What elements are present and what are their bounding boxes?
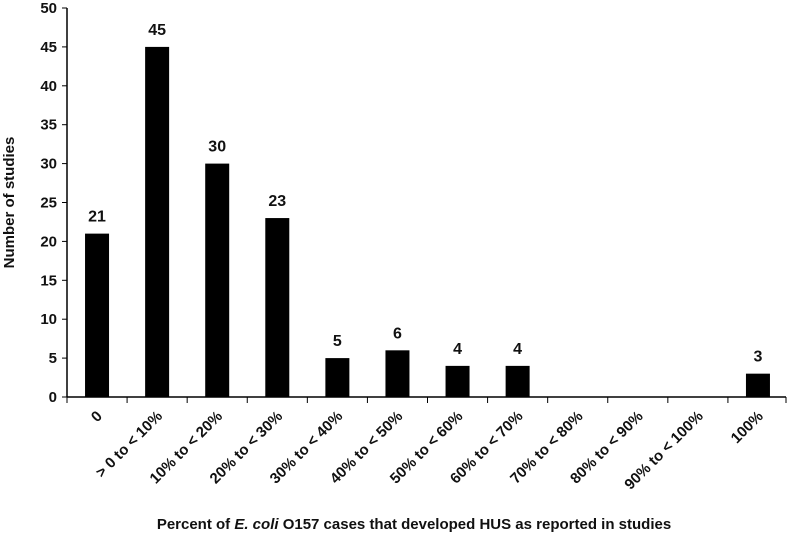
y-tick-label: 35 [40, 117, 57, 134]
data-label: 4 [453, 341, 462, 358]
bar [145, 46, 170, 398]
x-axis-ticks: 0> 0 to < 10%10% to < 20%20% to < 30%30%… [66, 397, 787, 493]
y-tick-label: 50 [40, 0, 57, 17]
bar [445, 365, 470, 397]
x-tick-label: 100% [728, 408, 767, 447]
y-tick-label: 40 [40, 78, 57, 95]
bar [205, 163, 230, 397]
x-axis-title-part-3: O157 cases that developed HUS as reporte… [279, 516, 672, 533]
data-label: 30 [208, 139, 226, 156]
data-label: 3 [754, 349, 763, 366]
bar [505, 365, 530, 397]
y-tick-label: 45 [40, 39, 57, 56]
data-label: 6 [393, 325, 402, 342]
y-tick-label: 10 [40, 311, 57, 328]
bars [85, 46, 770, 398]
data-label: 4 [513, 341, 522, 358]
data-label: 23 [268, 193, 286, 210]
y-axis-title: Number of studies [1, 137, 18, 269]
y-tick-label: 5 [49, 350, 57, 367]
bar [385, 350, 410, 397]
x-axis-title-part-2: E. coli [234, 516, 279, 533]
x-axis-title-part-1: Percent of [157, 516, 235, 533]
bar [265, 218, 290, 397]
x-axis-title: Percent of E. coli O157 cases that devel… [157, 516, 671, 533]
y-tick-label: 25 [40, 195, 57, 212]
y-tick-label: 0 [49, 389, 57, 406]
bar [325, 358, 350, 397]
bar [745, 373, 770, 397]
y-tick-label: 15 [40, 272, 57, 289]
x-tick-label: 0 [88, 408, 106, 426]
data-label: 21 [88, 209, 106, 226]
y-tick-label: 20 [40, 233, 57, 250]
y-axis-ticks: 0 5 10 15 20 25 30 35 40 45 50 [40, 0, 67, 406]
data-label: 5 [333, 333, 342, 350]
data-labels: 21 45 30 23 5 6 4 4 3 [88, 22, 762, 366]
data-label: 45 [148, 22, 166, 39]
y-tick-label: 30 [40, 156, 57, 173]
bar [85, 233, 110, 397]
